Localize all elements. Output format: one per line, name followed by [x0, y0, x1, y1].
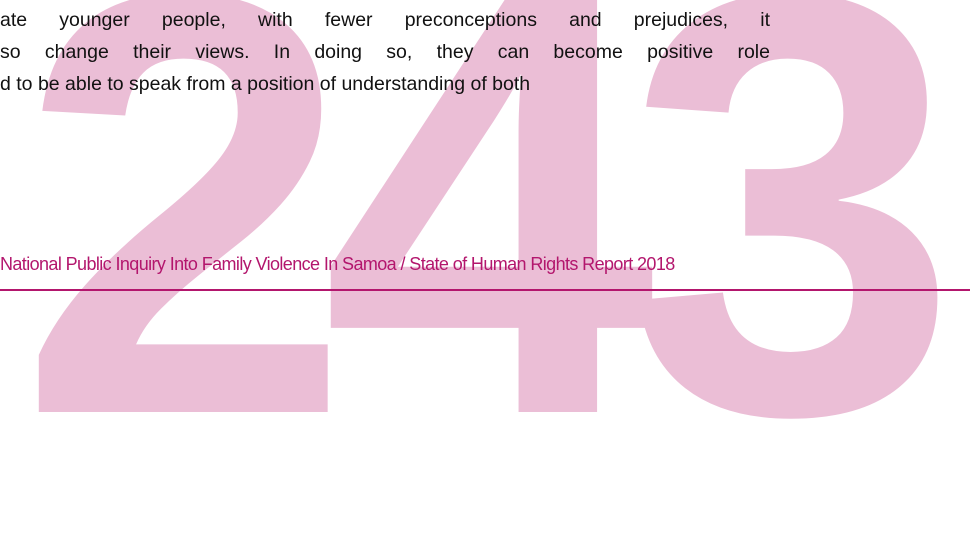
body-line: so change their views. In doing so, they…: [0, 41, 770, 63]
body-line: d to be able to speak from a position of…: [0, 73, 531, 95]
footer-rule: [0, 289, 970, 291]
body-text: ate younger people, with fewer preconcep…: [0, 4, 770, 100]
document-page: {"page_number": "243", "body": ["ate you…: [0, 0, 970, 505]
body-line: ate younger people, with fewer preconcep…: [0, 9, 770, 31]
footer-text: National Public Inquiry Into Family Viol…: [0, 254, 675, 274]
